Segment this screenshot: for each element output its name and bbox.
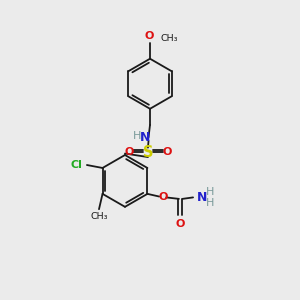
- Text: CH₃: CH₃: [160, 34, 178, 43]
- Text: N: N: [197, 191, 208, 204]
- Text: H: H: [206, 187, 214, 197]
- Text: S: S: [143, 145, 153, 160]
- Text: CH₃: CH₃: [90, 212, 108, 221]
- Text: O: O: [176, 219, 185, 229]
- Text: H: H: [206, 198, 214, 208]
- Text: O: O: [158, 192, 167, 203]
- Text: Cl: Cl: [70, 160, 82, 170]
- Text: O: O: [162, 147, 172, 157]
- Text: N: N: [140, 131, 150, 144]
- Text: O: O: [145, 31, 154, 41]
- Text: H: H: [133, 131, 142, 141]
- Text: O: O: [124, 147, 134, 157]
